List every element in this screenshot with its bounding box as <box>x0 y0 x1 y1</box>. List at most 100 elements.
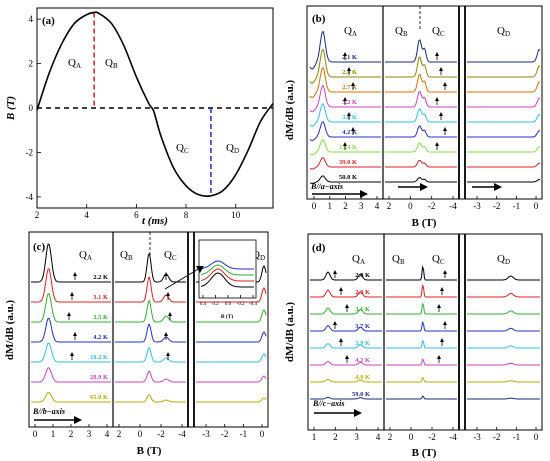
panel-c-qa: QA <box>79 249 92 262</box>
panel-b-qc: QC <box>432 25 445 38</box>
panel-c-arrow-marker-head <box>164 332 168 336</box>
panel-b-frame <box>306 5 543 200</box>
panel-b-curve-2 <box>467 48 541 63</box>
panel-c-inset: 0.4 0.2 0.0 -0.2 -0.4 B (T) <box>164 239 257 320</box>
panel-b-temp-label: 39.0 K <box>339 159 357 166</box>
panel-b-arrowhead-1 <box>360 190 368 198</box>
panel-a-qd: QD <box>226 142 239 155</box>
panel-d-label: (d) <box>312 242 326 254</box>
panel-c-qc: QC <box>164 249 177 262</box>
panel-c-ylabel: dM/dB (a.u.) <box>4 300 16 361</box>
panel-d-arrow-marker-head <box>345 304 349 308</box>
panel-b-arrow-marker-head <box>435 142 439 146</box>
panel-b-qb: QB <box>395 25 408 38</box>
panel-c-curve-1 <box>115 370 186 383</box>
panel-c-arrow-marker-head <box>70 292 74 296</box>
panel-d-qd-tick-label: -3 <box>473 432 481 442</box>
panel-c-xlabel: B (T) <box>137 445 162 457</box>
panel-c: 2.2 K 3.1 K 3.5 K 4.2 K 18.2 K 28.9 K 65.0 K 0… <box>4 231 269 457</box>
panel-c-qbc-tick-label: -2 <box>157 429 165 439</box>
panel-a-qc: QC <box>176 142 189 155</box>
panel-b-curve-2 <box>467 81 541 93</box>
panel-d-curve-1 <box>386 265 457 281</box>
panel-b: 2.1 K 2.4 K 2.7 K 3.2 K 3.6 K 4.2 K 13.4 K 39.0… <box>284 5 543 229</box>
panel-a-xtick-label: 6 <box>134 210 139 220</box>
panel-d-curve-2 <box>467 327 540 332</box>
panel-b-curve-1 <box>385 142 457 153</box>
panel-d-qc: QC <box>432 253 445 266</box>
panel-d-curves: 2.0 K 2.3 K 3.1 K 3.7 K 3.9 K 4.2 K 4.9 K 59.0 … <box>310 265 540 400</box>
panel-b-curve-0 <box>309 30 381 70</box>
panel-d-curve-2 <box>467 380 540 383</box>
panel-b-temp-label: 3.2 K <box>342 99 357 106</box>
panel-b-arrow-marker-head <box>343 97 347 101</box>
panel-d-xlabel: B (T) <box>412 447 437 459</box>
panel-c-arrow-marker-head <box>73 332 77 336</box>
panel-c-qd-tick-label: 0 <box>260 429 265 439</box>
panel-b-arrow-marker-head <box>351 127 355 131</box>
panel-b-qbc-tick-label: -4 <box>449 201 457 211</box>
panel-d-qbc-tick-label: 0 <box>409 432 414 442</box>
panel-b-arrowhead-2 <box>420 183 428 191</box>
panel-d-curve-0 <box>310 307 382 315</box>
panel-c-arrow-marker-head <box>70 352 74 356</box>
panel-b-curve-0 <box>309 157 381 170</box>
panel-b-curve-1 <box>385 39 457 63</box>
inset-pointer-head <box>196 266 204 273</box>
panel-d: 2.0 K 2.3 K 3.1 K 3.7 K 3.9 K 4.2 K 4.9 K 59.0 … <box>284 233 543 459</box>
panel-b-arrow-marker-head <box>443 82 447 86</box>
panel-a-ytick-label: 0 <box>29 103 34 113</box>
panel-c-label: (c) <box>33 241 46 253</box>
panel-b-curve-1 <box>385 177 457 183</box>
panel-d-ticks: 1 2 3 4 2 0 -2 -4 -3 -2 -1 0 <box>312 427 539 442</box>
inset-xtick-label: 0.0 <box>225 302 232 307</box>
panel-c-curve-2 <box>196 397 267 403</box>
panel-b-curve-2 <box>467 162 541 168</box>
panel-d-temp-label: 4.2 K <box>355 357 370 364</box>
panel-b-curve-2 <box>467 130 541 138</box>
panel-c-curve-2 <box>196 375 267 383</box>
panel-d-curve-1 <box>386 395 457 400</box>
panel-c-qb: QB <box>120 249 133 262</box>
panel-b-temp-label: 4.2 K <box>342 129 357 136</box>
panel-c-arrow-marker-head <box>166 352 170 356</box>
panel-b-curve-1 <box>385 108 457 123</box>
panel-b-arrow-marker-head <box>351 82 355 86</box>
panel-d-curve-1 <box>386 321 457 332</box>
panel-b-arrow-marker-head <box>343 52 347 56</box>
panel-c-curve-1 <box>115 394 186 403</box>
panel-c-arrow-marker-head <box>67 312 71 316</box>
panel-a-ytick-label: -2 <box>26 147 34 157</box>
panel-a-xtick-label: 2 <box>35 210 40 220</box>
panel-d-qb: QB <box>392 253 405 266</box>
panel-c-curve-2 <box>196 309 267 323</box>
inset-curve <box>200 260 254 270</box>
panel-c-qa-tick-label: 1 <box>51 429 56 439</box>
panel-a-ticks: 2 4 6 8 10 4 2 0 -2 -4 <box>26 14 241 220</box>
panel-c-qa-tick-label: 3 <box>87 429 92 439</box>
panel-d-arrow-marker-head <box>345 355 349 359</box>
panel-d-qd-tick-label: 0 <box>534 432 539 442</box>
panel-b-qa-tick-label: 0 <box>312 201 317 211</box>
panel-d-temp-label: 4.9 K <box>355 374 370 381</box>
panel-b-curve-0 <box>309 139 381 156</box>
panel-b-curves: 2.1 K 2.4 K 2.7 K 3.2 K 3.6 K 4.2 K 13.4 K 39.0… <box>309 30 541 184</box>
panel-d-qa-tick-label: 1 <box>312 432 317 442</box>
panel-d-qbc-tick-label: -4 <box>449 432 457 442</box>
panel-b-arrow-marker-head <box>439 112 443 116</box>
inset-ticks: 0.4 0.2 0.0 -0.2 -0.4 <box>200 295 257 307</box>
panel-d-curve-1 <box>386 283 457 298</box>
panel-b-curve-0 <box>309 175 381 184</box>
panel-b-curve-2 <box>467 146 541 153</box>
panel-b-curve-0 <box>309 85 381 113</box>
panel-c-qa-tick-label: 4 <box>105 429 110 439</box>
panel-a: 2 4 6 8 10 4 2 0 -2 -4 (a) QA QB QC QD t (ms) B (… <box>5 7 274 227</box>
inset-curve <box>200 264 254 276</box>
inset-xtick-label: 0.2 <box>212 302 219 307</box>
panel-c-curve-0 <box>31 268 111 303</box>
panel-c-curve-0 <box>31 243 111 283</box>
panel-d-qd-tick-label: -1 <box>513 432 521 442</box>
panel-d-qa: QA <box>352 253 365 266</box>
panel-b-curve-1 <box>385 73 457 93</box>
